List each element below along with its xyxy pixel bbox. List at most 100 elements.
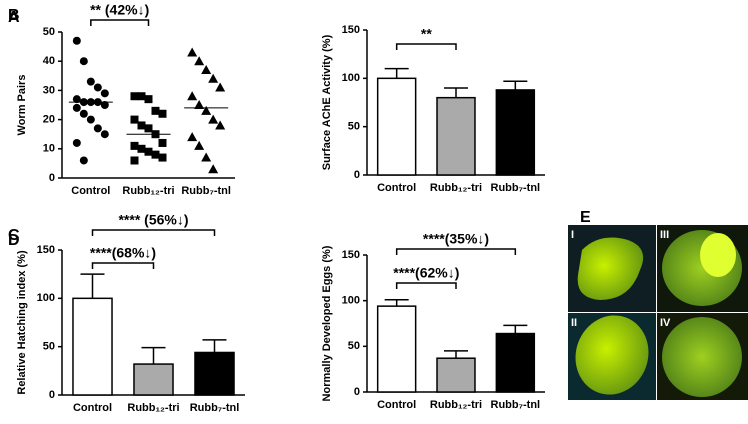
point: [93, 83, 102, 92]
point: [137, 92, 146, 101]
point: [100, 89, 109, 98]
bar: [495, 332, 536, 393]
point: [208, 164, 219, 174]
point: [215, 120, 226, 130]
point: [100, 130, 109, 139]
x-tick-label: Control: [377, 182, 416, 194]
y-tick-label: 0: [354, 169, 360, 181]
significance-bracket: [91, 262, 155, 269]
bar: [133, 363, 174, 396]
annotation: **** (56%↓): [118, 212, 188, 228]
point: [187, 132, 198, 142]
y-tick-label: 100: [342, 72, 360, 84]
point: [72, 138, 81, 147]
y-tick-label: 10: [43, 143, 55, 155]
point: [158, 153, 167, 162]
x-tick-label: Rubb₇-tnl: [190, 402, 240, 414]
panel-label: B: [8, 7, 20, 24]
bar: [376, 305, 417, 393]
y-tick-label: 0: [354, 386, 360, 398]
point: [187, 47, 198, 57]
point: [215, 82, 226, 92]
point: [151, 150, 160, 159]
point: [130, 141, 139, 150]
panel-label: E: [580, 209, 591, 226]
point: [72, 36, 81, 45]
bar: [194, 351, 235, 396]
image-label: II: [571, 317, 577, 329]
x-tick-label: Rubb₇-tnl: [181, 185, 231, 197]
panel-label: C: [8, 227, 20, 244]
point: [201, 152, 212, 162]
point: [93, 124, 102, 133]
egg: [577, 237, 644, 300]
y-tick-label: 100: [342, 295, 360, 307]
panel-e-images: [568, 225, 748, 400]
panel-label: A: [8, 9, 20, 26]
bar: [436, 96, 476, 176]
point: [137, 121, 146, 130]
significance-bracket: [395, 282, 457, 289]
point: [79, 57, 88, 66]
x-tick-label: Rubb₁₂-tri: [430, 399, 482, 411]
x-tick-label: Control: [73, 402, 112, 414]
point: [86, 115, 95, 124]
point: [144, 124, 153, 133]
bar: [436, 357, 476, 393]
point: [130, 156, 139, 165]
significance-bracket: [91, 229, 216, 236]
significance-bracket: [395, 248, 517, 255]
bar: [376, 77, 417, 176]
point: [151, 106, 160, 115]
egg: [575, 315, 649, 395]
x-tick-label: Rubb₇-tnl: [491, 399, 541, 411]
y-tick-label: 30: [43, 84, 55, 96]
y-axis-label: Normally Developed Eggs (%): [321, 245, 333, 401]
point: [79, 109, 88, 118]
point: [72, 103, 81, 112]
point: [194, 140, 205, 150]
point: [137, 144, 146, 153]
point: [72, 95, 81, 104]
annotation: ****(35%↓): [423, 231, 489, 247]
point: [100, 101, 109, 109]
point: [201, 64, 212, 74]
image-label: I: [571, 229, 574, 241]
x-tick-label: Rubb₁₂-tri: [122, 185, 174, 197]
point: [194, 100, 205, 109]
y-axis-label: Worm Pairs: [16, 75, 28, 136]
point: [208, 114, 219, 124]
point: [79, 156, 88, 165]
point: [130, 92, 139, 101]
annotation: **: [421, 26, 432, 42]
y-tick-label: 150: [342, 249, 360, 261]
image-label: III: [660, 229, 669, 241]
panel-label: D: [8, 232, 20, 249]
point: [144, 147, 153, 156]
annotation: ** (42%↓): [90, 2, 149, 18]
y-tick-label: 0: [49, 172, 55, 184]
bar: [72, 297, 113, 396]
x-tick-label: Control: [377, 399, 416, 411]
y-tick-label: 50: [43, 341, 55, 353]
y-tick-label: 0: [49, 389, 55, 401]
x-tick-label: Rubb₁₂-tri: [127, 402, 179, 414]
y-tick-label: 50: [348, 340, 360, 352]
point: [158, 138, 167, 147]
point: [144, 95, 153, 104]
significance-bracket: [90, 19, 150, 26]
y-tick-label: 50: [348, 121, 360, 133]
point: [208, 73, 219, 83]
y-tick-label: 150: [342, 24, 360, 36]
y-axis-label: Relative Hatching index (%): [16, 250, 28, 395]
annotation: ****(68%↓): [90, 245, 156, 261]
y-tick-label: 150: [37, 244, 55, 256]
y-tick-label: 20: [43, 114, 55, 126]
point: [194, 56, 205, 66]
y-tick-label: 50: [43, 26, 55, 38]
point: [187, 91, 198, 101]
y-tick-label: 100: [37, 292, 55, 304]
x-tick-label: Rubb₁₂-tri: [430, 182, 482, 194]
point: [201, 105, 212, 115]
